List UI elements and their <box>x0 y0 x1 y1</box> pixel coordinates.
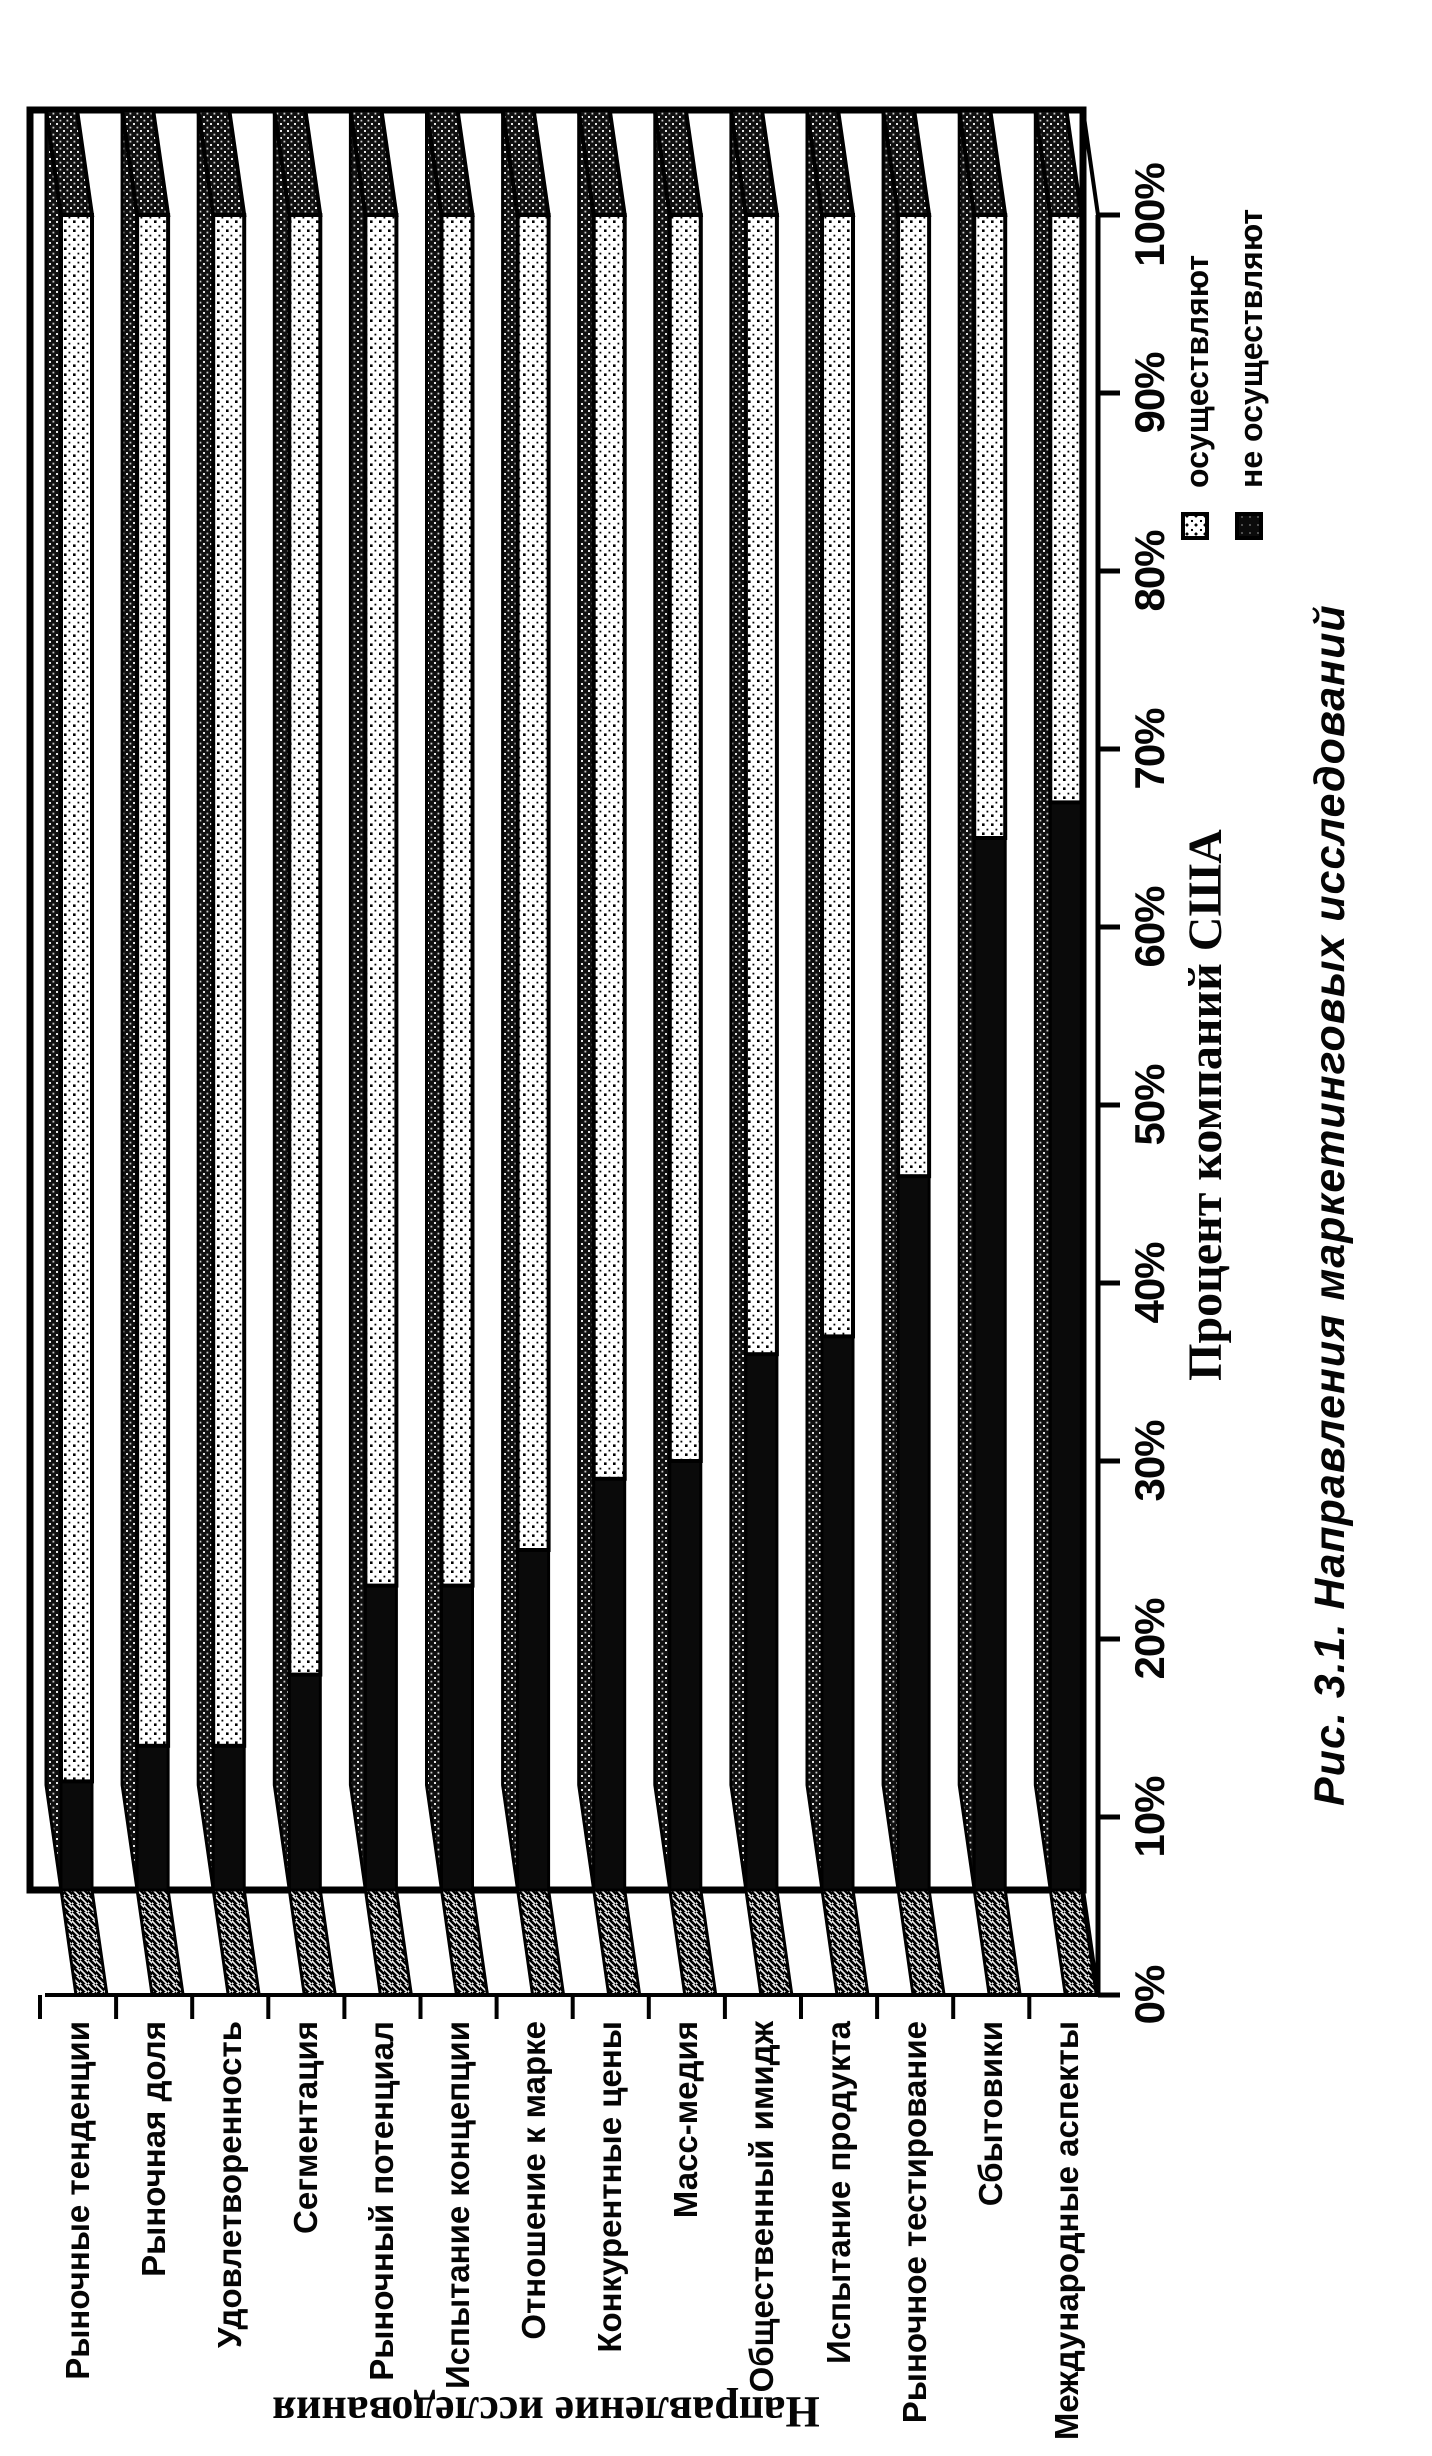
axis-depth-connector-left <box>1081 1889 1100 1996</box>
bar-top-face-11 <box>881 109 900 1891</box>
value-tick-label-50%: 50% <box>1126 1064 1173 1146</box>
category-label-2: Рыночная доля <box>134 2021 172 2277</box>
bar-floor-piece-0 <box>59 1888 109 1997</box>
bar-top-face-12 <box>957 109 976 1891</box>
bar-segment-do-3 <box>287 213 323 1677</box>
bar-floor-piece-7 <box>591 1888 642 1997</box>
bar-top-face-6 <box>501 109 520 1891</box>
bar-segment-do-13 <box>1048 213 1084 805</box>
bar-segment-not-1 <box>135 1744 170 1892</box>
bar-floor-piece-1 <box>135 1888 185 1997</box>
bar-segment-do-1 <box>135 212 171 1748</box>
bar-top-face-5 <box>425 109 443 1891</box>
bar-segment-do-0 <box>59 213 94 1784</box>
bar-top-face-7 <box>577 109 596 1891</box>
bar-segment-not-8 <box>668 1459 703 1892</box>
category-label-3: Удовлетворенность <box>210 2021 248 2348</box>
bar-segment-do-11 <box>896 212 932 1179</box>
bar-top-face-13 <box>1033 109 1052 1891</box>
value-tick-label-0%: 0% <box>1126 1965 1173 2025</box>
bar-segment-not-9 <box>744 1352 779 1892</box>
legend-swatch-black-icon <box>1235 512 1263 540</box>
figure-caption: Рис. 3.1. Направления маркетинговых иссл… <box>1306 604 1354 1806</box>
bar-segment-not-5 <box>440 1584 474 1892</box>
legend-label-do: осуществляют <box>1179 254 1215 488</box>
category-label-11: Испытание продукта <box>819 2021 857 2364</box>
value-tick-label-90%: 90% <box>1126 352 1173 434</box>
bar-segment-do-12 <box>972 213 1008 840</box>
bar-top-face-9 <box>729 109 748 1891</box>
value-tick-label-100%: 100% <box>1126 163 1173 267</box>
value-tick-label-70%: 70% <box>1126 708 1173 790</box>
bar-segment-do-6 <box>515 213 551 1552</box>
bar-segment-do-10 <box>820 213 855 1339</box>
category-label-5: Рыночный потенциал <box>362 2021 400 2381</box>
value-tick-label-30%: 30% <box>1126 1420 1173 1502</box>
value-tick-label-20%: 20% <box>1126 1598 1173 1680</box>
bar-top-face-10 <box>805 109 824 1891</box>
value-tick-label-60%: 60% <box>1126 886 1173 968</box>
category-label-8: Конкурентные цены <box>591 2021 629 2353</box>
category-label-14: Международные аспекты <box>1047 2021 1085 2441</box>
bar-floor-piece-3 <box>287 1888 338 1997</box>
value-tick-label-10%: 10% <box>1126 1776 1173 1858</box>
bar-segment-not-2 <box>211 1744 246 1892</box>
bar-floor-piece-6 <box>515 1888 566 1997</box>
category-label-7: Отношение к марке <box>515 2021 553 2340</box>
bar-segment-not-7 <box>592 1477 627 1892</box>
value-tick-label-80%: 80% <box>1126 530 1173 612</box>
bar-floor-piece-4 <box>363 1888 414 1997</box>
bar-segment-do-5 <box>439 213 475 1588</box>
bar-segment-not-11 <box>896 1174 931 1892</box>
legend-swatch-dotted-icon <box>1181 512 1209 540</box>
category-label-9: Масс-медия <box>667 2021 705 2219</box>
category-label-4: Сегментация <box>286 2021 324 2234</box>
bar-segment-not-12 <box>972 836 1007 1892</box>
bar-segment-not-4 <box>363 1584 398 1892</box>
category-axis-title: Направление исследования <box>272 2387 820 2437</box>
category-label-10: Общественный имидж <box>743 2021 781 2393</box>
value-tick-label-40%: 40% <box>1126 1242 1173 1324</box>
category-label-1: Рыночные тенденции <box>58 2021 96 2380</box>
bar-floor-piece-2 <box>211 1888 261 1997</box>
bar-floor-piece-11 <box>896 1888 946 1997</box>
bar-segment-not-6 <box>516 1548 551 1892</box>
legend-label-not: не осуществляют <box>1233 208 1269 488</box>
bar-top-face-0 <box>44 109 63 1891</box>
bar-segment-do-8 <box>667 213 703 1463</box>
category-label-6: Испытание концепции <box>439 2021 476 2390</box>
bar-segment-do-2 <box>211 212 247 1748</box>
bar-floor-piece-12 <box>972 1888 1022 1997</box>
bar-floor-piece-10 <box>820 1888 870 1997</box>
bar-segment-do-9 <box>743 213 779 1357</box>
bar-segment-not-3 <box>287 1673 322 1892</box>
bar-floor-piece-5 <box>439 1888 490 1997</box>
bar-floor-piece-8 <box>668 1888 718 1997</box>
category-label-13: Сбытовики <box>971 2021 1009 2207</box>
bar-top-face-1 <box>120 109 139 1891</box>
bar-top-face-8 <box>653 109 672 1891</box>
bar-top-face-4 <box>348 109 367 1891</box>
bar-segment-do-4 <box>363 213 399 1588</box>
bar-top-face-3 <box>272 109 291 1891</box>
bar-floor-piece-9 <box>744 1888 794 1997</box>
bar-segment-do-7 <box>591 212 627 1481</box>
bar-segment-not-0 <box>59 1779 94 1892</box>
bar-segment-not-10 <box>820 1334 855 1892</box>
value-axis-title: Процент компаний США <box>1179 829 1232 1381</box>
bar-segment-not-13 <box>1048 800 1083 1892</box>
category-label-12: Рыночное тестирование <box>895 2021 933 2424</box>
bar-top-face-2 <box>196 109 215 1891</box>
axis-depth-connector-right <box>1081 109 1100 216</box>
